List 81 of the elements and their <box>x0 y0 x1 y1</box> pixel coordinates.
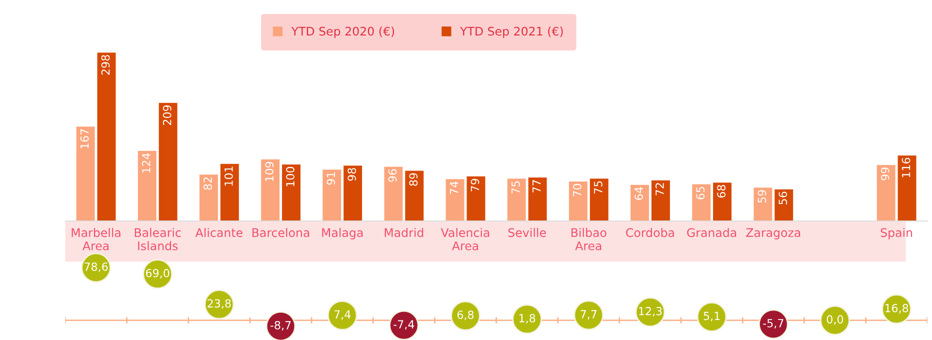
bar <box>76 126 95 221</box>
bar <box>446 179 464 221</box>
x-tick-label: Granada <box>687 228 736 238</box>
data-label: 68 <box>717 185 726 198</box>
bar <box>282 164 300 221</box>
data-label: 72 <box>656 183 664 196</box>
data-label: 101 <box>224 166 233 186</box>
data-label: 65 <box>696 186 705 200</box>
data-label: 23,8 <box>208 299 231 309</box>
bar <box>898 155 916 221</box>
bar <box>568 181 588 221</box>
data-label: 77 <box>532 180 541 192</box>
data-label: 78,6 <box>84 262 108 272</box>
data-label: 56 <box>778 192 788 204</box>
bar <box>138 150 156 221</box>
data-label: 96 <box>388 169 397 182</box>
data-label: 75 <box>512 181 520 194</box>
data-label: 167 <box>80 129 89 148</box>
bar <box>261 159 280 221</box>
data-label: 7,4 <box>334 310 351 320</box>
bar <box>199 174 218 221</box>
data-label: 12,3 <box>639 306 662 316</box>
bar <box>344 166 362 221</box>
bar <box>590 178 608 221</box>
bar <box>466 176 486 221</box>
data-label: -5,7 <box>763 319 784 329</box>
data-label: 98 <box>348 168 356 181</box>
x-tick-label: Marbella Area <box>72 228 120 250</box>
bar <box>322 170 342 221</box>
data-label: 75 <box>594 181 602 194</box>
legend-label: YTD Sep 2020 (€) <box>291 26 394 38</box>
bar <box>713 182 732 221</box>
data-label: 124 <box>142 153 150 173</box>
legend-label: YTD Sep 2021 (€) <box>460 26 563 38</box>
data-label: -7,4 <box>394 320 414 330</box>
x-tick-label: Alicante <box>195 228 242 238</box>
data-label: 99 <box>880 168 890 180</box>
data-label: 16,8 <box>885 304 908 314</box>
bar <box>220 164 239 221</box>
x-tick-label: Balearic Islands <box>134 228 181 250</box>
data-label: 1,8 <box>519 314 536 324</box>
bar <box>384 166 403 221</box>
x-tick-label: Malaga <box>322 228 363 240</box>
x-tick-label: Madrid <box>384 228 424 238</box>
bar <box>507 178 526 221</box>
data-label: 0,0 <box>826 315 844 325</box>
bar <box>876 165 896 221</box>
data-label: 298 <box>101 55 110 75</box>
data-label: 70 <box>573 184 582 196</box>
x-tick-label: Valencia Area <box>440 228 490 250</box>
data-label: 7,7 <box>580 310 597 320</box>
data-label: 64 <box>634 187 643 200</box>
x-tick-label: Cordoba <box>626 228 674 238</box>
bar <box>158 102 178 221</box>
bar <box>528 177 547 221</box>
bar <box>405 170 424 221</box>
data-label: 5,1 <box>704 312 720 322</box>
bar <box>754 188 772 221</box>
data-label: 59 <box>758 190 766 203</box>
bar <box>630 184 650 221</box>
data-label: 109 <box>265 162 274 182</box>
data-label: 74 <box>450 182 458 194</box>
x-tick-label: Spain <box>880 228 912 240</box>
data-label: 89 <box>409 173 418 186</box>
data-label: 6,8 <box>457 310 474 320</box>
x-tick-label: Barcelona <box>252 228 310 238</box>
x-tick-label: Bilbao Area <box>572 228 606 250</box>
x-tick-label: Zaragoza <box>746 228 800 240</box>
data-label: 82 <box>204 177 212 190</box>
data-label: 209 <box>162 105 172 125</box>
data-label: 69,0 <box>146 268 170 278</box>
data-label: 116 <box>902 158 910 178</box>
bar <box>692 184 711 221</box>
bar <box>651 180 670 221</box>
data-label: 91 <box>326 172 336 185</box>
bar <box>97 52 116 221</box>
data-label: 100 <box>286 166 294 186</box>
bar <box>774 189 794 221</box>
x-tick-label: Seville <box>508 228 546 238</box>
data-label: -8,7 <box>270 320 291 331</box>
data-label: 79 <box>470 178 480 192</box>
